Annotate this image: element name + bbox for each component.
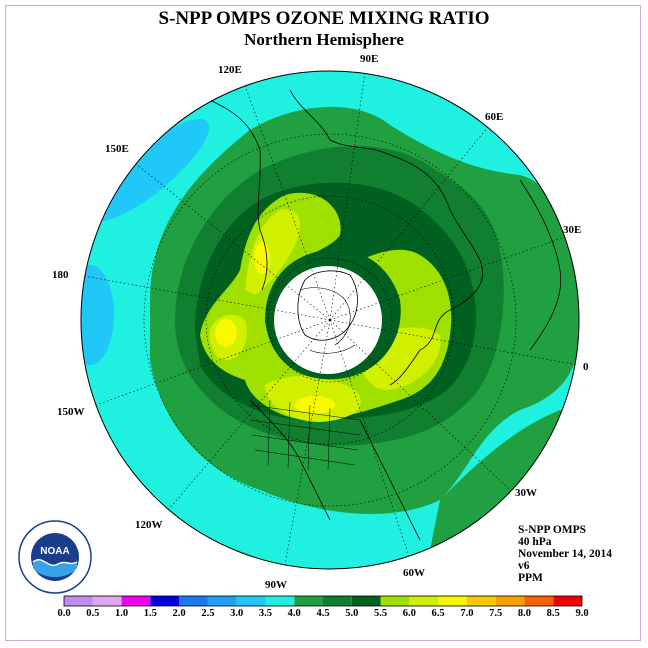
colorbar-tick-label: 5.0 [345, 608, 359, 619]
polar-no-data-cap [274, 266, 382, 374]
coastline-europe [389, 259, 483, 386]
colorbar-swatch [92, 596, 122, 606]
lon-label: 180 [52, 269, 69, 281]
map-frame [5, 5, 641, 641]
colorbar-swatch [150, 596, 180, 606]
coastline-north-america-east [359, 419, 421, 541]
lon-label: 90W [265, 579, 287, 591]
colorbar-swatch [524, 596, 554, 606]
colorbar-tick-label: 4.5 [316, 608, 330, 619]
colorbar-tick-label: 1.5 [143, 608, 157, 619]
colorbar-tick-label: 0.5 [86, 608, 100, 619]
colorbar-tick-label: 8.0 [517, 608, 531, 619]
colorbar-tick-label: 2.5 [201, 608, 215, 619]
field-6.5-7.0-a [215, 319, 237, 347]
lon-label: 120W [135, 519, 163, 531]
lon-label: 120E [218, 64, 242, 76]
field-3.0-3.5-north [90, 118, 210, 222]
coastline-greenland [297, 270, 358, 341]
colorbar-swatch [265, 596, 295, 606]
lon-label: 60W [403, 567, 425, 579]
info-level: 40 hPa [518, 536, 552, 548]
info-instrument: S-NPP OMPS [518, 524, 587, 536]
colorbar-tick-label: 4.0 [287, 608, 301, 619]
graticule [81, 71, 579, 569]
lon-label: 30E [563, 224, 581, 236]
colorbar-tick-label: 9.0 [575, 608, 589, 619]
colorbar-swatch [495, 596, 525, 606]
colorbar [63, 595, 583, 607]
colorbar-swatch [553, 596, 582, 606]
colorbar-tick-label: 3.5 [258, 608, 272, 619]
coastline-north-america-west [249, 399, 331, 521]
colorbar-tick-label: 7.0 [460, 608, 474, 619]
colorbar-swatch [121, 596, 151, 606]
colorbar-swatch [380, 596, 410, 606]
colorbar-swatch [207, 596, 237, 606]
coastlines [209, 89, 562, 541]
field-6.0-6.5-a [245, 209, 300, 295]
lon-label: 150W [57, 406, 85, 418]
colorbar-tick-label: 6.5 [431, 608, 445, 619]
coastline-asia-east [209, 99, 268, 291]
map-title: S-NPP OMPS OZONE MIXING RATIO [158, 8, 490, 29]
colorbar-swatch [409, 596, 439, 606]
coastline-africa-north [519, 179, 562, 351]
colorbar-tick-label: 7.5 [489, 608, 503, 619]
lon-label: 30W [515, 487, 537, 499]
colorbar-tick-label: 1.0 [114, 608, 129, 619]
colorbar-tick-label: 3.0 [230, 608, 244, 619]
field-6.5-7.0-c [295, 396, 335, 414]
colorbar-swatch [466, 596, 496, 606]
colorbar-tick-label: 6.0 [402, 608, 416, 619]
field-6.5-7.0-b [254, 242, 270, 274]
info-units: PPM [518, 572, 543, 584]
lon-label: 150E [105, 143, 129, 155]
colorbar-tick-label: 0.0 [57, 608, 71, 619]
colorbar-swatch [438, 596, 467, 606]
colorbar-tick-label: 2.0 [172, 608, 186, 619]
colorbar-frame [63, 595, 583, 607]
colorbar-swatch [179, 596, 208, 606]
noaa-logo: NOAA [18, 520, 92, 594]
arctic-coastlines [299, 287, 356, 354]
colorbar-swatch [351, 596, 381, 606]
colorbar-swatch [64, 596, 93, 606]
logo-text: NOAA [40, 546, 69, 557]
info-date: November 14, 2014 [518, 548, 613, 560]
lon-label: 60E [485, 111, 503, 123]
map-subtitle: Northern Hemisphere [244, 30, 404, 49]
colorbar-tick-label: 8.5 [546, 608, 560, 619]
map-boundary [80, 70, 580, 570]
lon-label: 0 [583, 361, 589, 373]
lon-label: 90E [360, 53, 378, 65]
colorbar-swatch [294, 596, 323, 606]
colorbar-swatch [236, 596, 266, 606]
colorbar-swatch [323, 596, 352, 606]
info-version: v6 [518, 560, 530, 572]
us-state-grid [249, 399, 361, 471]
field-3.0-3.5-west [81, 265, 114, 365]
colorbar-tick-label: 5.5 [373, 608, 388, 619]
longitude-labels: 90E 60E 30E 0 30W 60W 90W 120W 150W 180 … [52, 53, 589, 591]
coastline-siberia [289, 89, 481, 261]
